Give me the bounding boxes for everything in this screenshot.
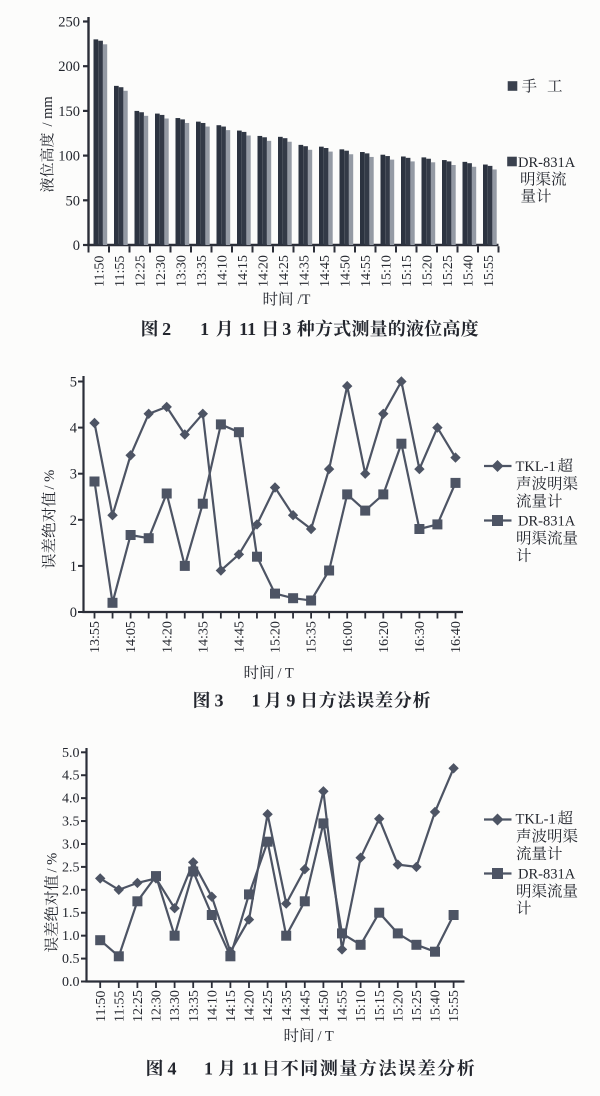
svg-text:/ T: / T [278, 666, 294, 682]
svg-text:14:20: 14:20 [160, 621, 175, 653]
svg-text:14:45: 14:45 [298, 990, 313, 1022]
svg-text:15:10: 15:10 [379, 255, 394, 287]
svg-text:1: 1 [200, 319, 209, 339]
svg-text:2.5: 2.5 [62, 860, 80, 875]
svg-text:150: 150 [58, 104, 80, 120]
svg-text:15:40: 15:40 [429, 990, 444, 1022]
svg-text:14:20: 14:20 [256, 255, 271, 287]
svg-text:14:15: 14:15 [236, 255, 251, 287]
svg-text:12:25: 12:25 [133, 255, 148, 287]
svg-text:16:20: 16:20 [377, 621, 392, 653]
svg-text:/ %: / % [42, 470, 58, 490]
svg-text:15:15: 15:15 [373, 990, 388, 1022]
svg-text:14:55: 14:55 [336, 990, 351, 1022]
svg-text:15:20: 15:20 [420, 255, 435, 287]
svg-text:14:15: 14:15 [224, 990, 239, 1022]
svg-text:15:15: 15:15 [400, 255, 415, 287]
svg-text:1.5: 1.5 [62, 906, 80, 921]
svg-text:15:25: 15:25 [441, 255, 456, 287]
svg-text:13:55: 13:55 [88, 621, 103, 653]
svg-text:13:30: 13:30 [174, 255, 189, 287]
svg-text:12:30: 12:30 [150, 990, 165, 1022]
svg-text:14:10: 14:10 [205, 990, 220, 1022]
svg-text:TKL-1: TKL-1 [516, 812, 556, 828]
svg-text:14:45: 14:45 [318, 255, 333, 287]
svg-text:13:35: 13:35 [187, 990, 202, 1022]
svg-text:2.0: 2.0 [62, 883, 80, 898]
svg-text:14:35: 14:35 [280, 990, 295, 1022]
svg-text:4.0: 4.0 [62, 792, 80, 807]
svg-text:11:55: 11:55 [113, 256, 128, 287]
svg-text:13:35: 13:35 [195, 255, 210, 287]
svg-text:15:10: 15:10 [354, 990, 369, 1022]
svg-text:13:30: 13:30 [168, 990, 183, 1022]
svg-text:TKL-1: TKL-1 [516, 459, 556, 475]
svg-text:4: 4 [70, 421, 78, 437]
svg-text:11:50: 11:50 [94, 991, 109, 1022]
svg-text:14:45: 14:45 [233, 621, 248, 653]
svg-text:14:55: 14:55 [359, 255, 374, 287]
svg-text:9: 9 [286, 691, 295, 711]
svg-text:3: 3 [215, 691, 224, 711]
svg-text:/T: /T [298, 292, 311, 308]
svg-text:14:25: 14:25 [261, 990, 276, 1022]
svg-text:4.5: 4.5 [62, 769, 80, 784]
svg-text:11:50: 11:50 [92, 256, 107, 287]
svg-text:1: 1 [204, 1059, 213, 1079]
svg-text:11:55: 11:55 [112, 991, 127, 1022]
svg-text:15:55: 15:55 [482, 255, 497, 287]
svg-text:/ T: / T [318, 1029, 334, 1045]
svg-text:15:55: 15:55 [447, 990, 462, 1022]
svg-text:1: 1 [252, 691, 261, 711]
svg-text:14:50: 14:50 [338, 255, 353, 287]
svg-text:14:25: 14:25 [277, 255, 292, 287]
svg-text:4: 4 [168, 1059, 177, 1079]
svg-text:250: 250 [58, 15, 80, 31]
svg-text:14:50: 14:50 [317, 990, 332, 1022]
svg-text:3.5: 3.5 [62, 815, 80, 830]
svg-text:2: 2 [70, 513, 77, 529]
svg-text:0.5: 0.5 [62, 952, 80, 967]
svg-text:15:20: 15:20 [391, 990, 406, 1022]
svg-text:14:20: 14:20 [243, 990, 258, 1022]
svg-text:12:30: 12:30 [154, 255, 169, 287]
svg-text:15:40: 15:40 [461, 255, 476, 287]
svg-text:0: 0 [73, 238, 80, 254]
svg-text:15:20: 15:20 [269, 621, 284, 653]
svg-text:3: 3 [282, 319, 291, 339]
svg-text:15:25: 15:25 [410, 990, 425, 1022]
svg-text:16:40: 16:40 [449, 621, 464, 653]
svg-text:1: 1 [70, 559, 77, 575]
svg-text:100: 100 [58, 149, 80, 165]
svg-text:15:35: 15:35 [305, 621, 320, 653]
svg-text:DR-831A: DR-831A [518, 867, 576, 883]
svg-text:3: 3 [70, 467, 77, 483]
svg-text:3.0: 3.0 [62, 837, 80, 852]
svg-text:16:00: 16:00 [341, 621, 356, 653]
svg-text:0: 0 [70, 605, 77, 621]
svg-text:DR-831A: DR-831A [518, 514, 576, 530]
svg-text:16:30: 16:30 [413, 621, 428, 653]
svg-text:0.0: 0.0 [62, 975, 80, 990]
svg-text:/ mm: / mm [40, 96, 56, 127]
svg-text:14:05: 14:05 [124, 621, 139, 653]
svg-text:11: 11 [239, 319, 256, 339]
svg-text:5.0: 5.0 [62, 746, 80, 761]
svg-text:14:35: 14:35 [297, 255, 312, 287]
svg-text:DR-831A: DR-831A [518, 155, 576, 171]
svg-text:14:10: 14:10 [215, 255, 230, 287]
svg-text:1.0: 1.0 [62, 929, 80, 944]
svg-text:11: 11 [242, 1059, 259, 1079]
svg-text:200: 200 [58, 59, 80, 75]
svg-text:2: 2 [162, 319, 171, 339]
svg-text:14:35: 14:35 [196, 621, 211, 653]
svg-text:5: 5 [70, 375, 77, 391]
svg-text:/ %: / % [45, 853, 61, 873]
svg-text:50: 50 [66, 193, 81, 209]
svg-text:12:25: 12:25 [131, 990, 146, 1022]
